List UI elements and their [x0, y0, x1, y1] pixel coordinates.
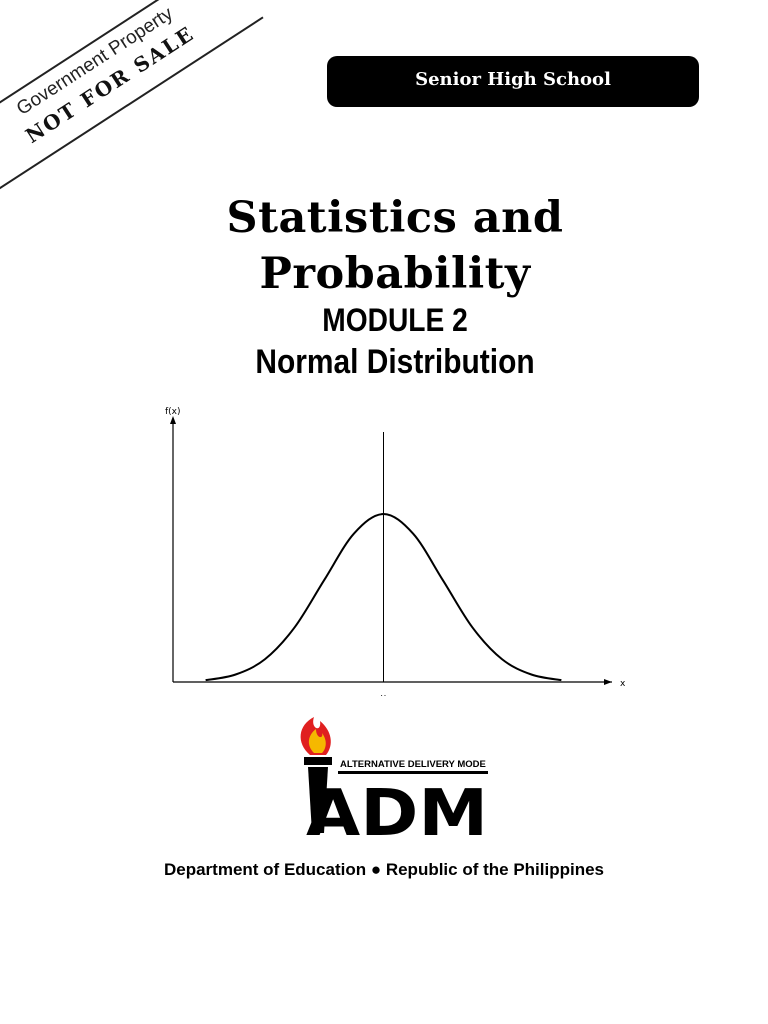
- module-label: MODULE 2: [322, 302, 468, 338]
- footer-text: Department of Education ● Republic of th…: [163, 860, 605, 879]
- y-axis-label: f(x): [165, 407, 181, 417]
- logo-tagline: ALTERNATIVE DELIVERY MODE: [340, 759, 486, 770]
- normal-curve: [205, 512, 562, 682]
- title-line-1: Statistics and: [226, 193, 564, 243]
- page-title: Statistics and Probability: [90, 190, 700, 302]
- normal-distribution-chart: f(x) x μ: [165, 407, 626, 696]
- government-property-banner: Government Property NOT FOR SALE: [0, 0, 264, 198]
- x-axis-label: x: [620, 679, 626, 689]
- module-subtitle: Normal Distribution: [255, 343, 535, 381]
- title-line-2: Probability: [259, 249, 531, 299]
- torch-icon: [300, 717, 332, 833]
- logo-wordmark: ADM: [306, 777, 488, 845]
- level-badge: Senior High School: [327, 56, 699, 107]
- x-axis-arrow-icon: [604, 679, 612, 685]
- y-axis-arrow-icon: [170, 416, 176, 424]
- adm-logo: ALTERNATIVE DELIVERY MODE ADM: [300, 717, 488, 845]
- mean-tick-label: μ: [381, 693, 387, 696]
